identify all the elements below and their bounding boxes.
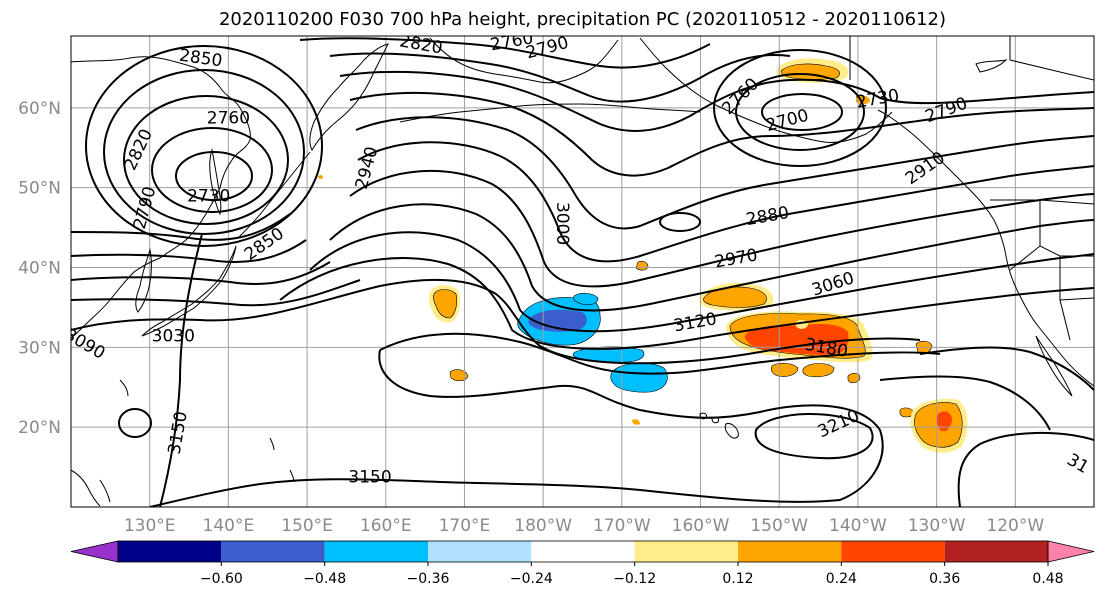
contour-label: 2730 (187, 187, 230, 207)
colorbar-tick-label: −0.36 (407, 571, 450, 587)
contour-line (339, 70, 1094, 132)
longitude-label: 170°E (439, 516, 491, 536)
longitude-label: 140°E (203, 516, 255, 536)
contour-line (279, 257, 1094, 350)
latitude-label: 50°N (18, 179, 61, 199)
longitude-label: 180°W (514, 516, 572, 536)
colorbar-tick-label: −0.12 (613, 571, 656, 587)
colorbar: −0.60 −0.48 −0.36 −0.24 −0.12 0.12 0.24 0.36 0.4… (70, 540, 1095, 587)
contour-label-text: 3000 (552, 202, 572, 245)
contour-line (123, 95, 289, 225)
contour-line (71, 213, 291, 241)
colorbar-segment (221, 541, 325, 562)
contour-label: 3150 (348, 468, 391, 488)
contour-line (879, 375, 1051, 431)
colorbar-segment (118, 541, 222, 562)
height-contours (71, 37, 1094, 507)
longitude-label: 140°W (829, 516, 887, 536)
latitude-labels: 60°N 50°N 40°N 30°N 20°N (18, 99, 61, 438)
contour-label-text: 2820 (398, 31, 444, 58)
contour-line (85, 45, 323, 247)
contour-line (349, 91, 1094, 177)
longitude-labels: 130°E 140°E 150°E 160°E 170°E 180°W 170°W 160°W… (124, 516, 1045, 536)
latitude-label: 40°N (18, 259, 61, 279)
contour-line (329, 52, 791, 103)
colorbar-tick-label: −0.24 (510, 571, 553, 587)
latitude-label: 20°N (18, 418, 61, 438)
contour-label: 3000 (552, 202, 572, 245)
colorbar-tick-label: 0.24 (826, 571, 857, 587)
colorbar-segment (531, 541, 635, 562)
colorbar-segment (634, 541, 738, 562)
colorbar-segment (738, 541, 842, 562)
contour-line (71, 279, 361, 307)
contour-line (299, 37, 711, 69)
contour-line (103, 69, 305, 235)
contour-label: 3030 (152, 326, 195, 346)
contour-line (957, 431, 1094, 507)
colorbar-segment (841, 541, 945, 562)
longitude-label: 150°E (281, 516, 333, 536)
contour-line (754, 413, 874, 460)
contour-line (71, 278, 921, 365)
contour-line (149, 349, 884, 507)
colorbar-tick-label: 0.48 (1032, 571, 1063, 587)
contour-label-text: 2730 (187, 187, 230, 207)
contour-label-text: 3150 (348, 468, 391, 488)
contour-label-text: 2760 (207, 108, 250, 128)
contour-line (175, 151, 253, 201)
colorbar-extend-min (70, 540, 119, 563)
colorbar-frame (117, 540, 1049, 563)
colorbar-tick-label: −0.48 (303, 571, 346, 587)
latitude-label: 30°N (18, 338, 61, 358)
longitude-label: 130°E (124, 516, 176, 536)
contour-label: 2760 (207, 108, 250, 128)
colorbar-tick-label: −0.60 (200, 571, 243, 587)
latitude-label: 60°N (18, 99, 61, 119)
contour-line (659, 212, 701, 232)
contour-label-text: 3030 (152, 326, 195, 346)
contour-line (379, 332, 941, 375)
contour-line (71, 261, 331, 285)
contour-line (761, 93, 843, 131)
colorbar-tick-label: 0.36 (929, 571, 960, 587)
colorbar-segment (324, 541, 428, 562)
contour-line (735, 73, 865, 151)
longitude-label: 120°W (986, 516, 1044, 536)
longitude-label: 160°E (360, 516, 412, 536)
contour-line (349, 169, 1094, 288)
contour-line (919, 346, 1094, 391)
contour-line (151, 127, 273, 213)
contour-line (159, 233, 203, 507)
colorbar-extend-max (1047, 540, 1095, 563)
contour-line (71, 239, 307, 263)
contour-line (357, 141, 1094, 263)
longitude-label: 160°W (672, 516, 730, 536)
colorbar-segment (428, 541, 532, 562)
contour-line (713, 49, 887, 167)
positive-pc-shading (318, 58, 968, 453)
contour-line (329, 203, 1094, 312)
contour-line (118, 408, 152, 438)
longitude-label: 130°W (908, 516, 966, 536)
colorbar-segment (944, 541, 1048, 562)
contour-label: 2820 (398, 31, 444, 59)
contour-line (309, 231, 1094, 333)
contour-line (355, 116, 1094, 230)
colorbar-tick-label: 0.12 (722, 571, 753, 587)
map-title: 2020110200 F030 700 hPa height, precipit… (218, 9, 947, 30)
map-frame (70, 35, 1095, 508)
longitude-label: 170°W (593, 516, 651, 536)
longitude-label: 150°W (750, 516, 808, 536)
